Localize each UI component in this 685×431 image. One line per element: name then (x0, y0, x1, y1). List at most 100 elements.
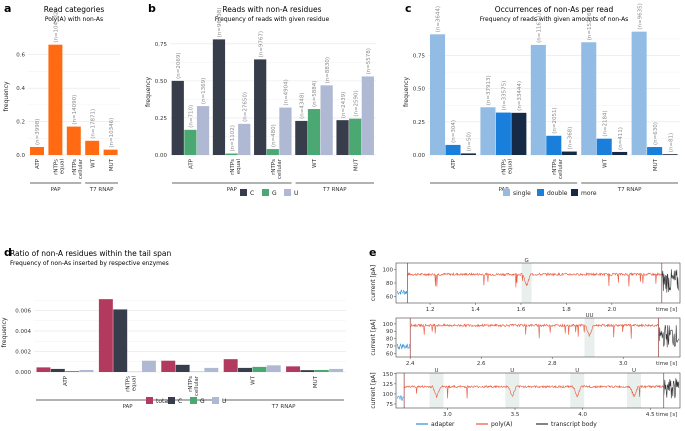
group-label: T7 RNAP (89, 187, 114, 193)
bar-U (266, 365, 281, 372)
y-tick-label: 0.006 (15, 308, 31, 314)
bar-count-label: (n=27650) (242, 92, 248, 122)
x-tick-label: rNTPscellular (552, 158, 564, 179)
bar-count-label: (n=630) (653, 122, 659, 145)
bar-count-label: (n=104932) (54, 9, 60, 42)
bar-single (530, 44, 546, 156)
y-tick-label: 0.25 (413, 120, 426, 126)
group-label: PAP (227, 187, 238, 193)
bar-single (480, 107, 496, 155)
bar-G (184, 129, 197, 155)
bar-G (252, 366, 267, 372)
legend-label: adapter (431, 421, 455, 428)
x-tick-label: 4.5 (646, 412, 655, 418)
bar-count-label: (n=50) (467, 132, 473, 151)
group-label: T7 RNAP (322, 187, 347, 193)
y-tick-label: 60 (386, 294, 393, 300)
group-label: PAP (123, 404, 134, 410)
x-tick-label: 3.5 (511, 412, 520, 418)
panel-a: a Read categories Poly(A) with non-As 0.0 0.… (3, 2, 120, 193)
x-tick-label: MUT (313, 375, 319, 388)
transcript-body-trace (661, 269, 680, 293)
y-tick-label: 0.25 (155, 116, 168, 122)
event-label: U (575, 368, 579, 374)
legend-swatch-U (212, 397, 219, 404)
y-tick-label: 0.2 (16, 120, 25, 126)
track-frame (395, 262, 681, 304)
bar-count-label: (n=33444) (517, 81, 523, 111)
event-region (505, 373, 520, 408)
event-region (584, 318, 595, 357)
group-label: PAP (51, 187, 62, 193)
legend-swatch-double (537, 189, 544, 196)
x-axis-label: time [s] (656, 361, 677, 367)
bar-U (204, 367, 219, 372)
y-tick-label: 0.0 (16, 153, 25, 159)
x-tick-label: MUT (653, 158, 659, 171)
bar-double (596, 138, 612, 155)
x-tick-label: WT (90, 158, 96, 167)
chart-title: Reads with non-A residues (222, 5, 321, 14)
bar-double (546, 135, 562, 155)
bar-count-label: (n=368) (567, 127, 573, 150)
x-tick-label: 1.2 (426, 307, 435, 313)
group-label: T7 RNAP (617, 187, 642, 193)
x-tick-label: WT (250, 375, 256, 384)
x-tick-label: 1.8 (562, 307, 571, 313)
panel-label: e (369, 246, 376, 259)
bar-U (329, 368, 344, 372)
x-tick-label: MUT (109, 158, 115, 171)
bar-G (65, 370, 80, 372)
y-tick-label: 0.50 (413, 87, 426, 93)
y-tick-label: 150 (383, 372, 394, 378)
y-axis-label: frequency (145, 77, 152, 108)
bar-value (48, 44, 63, 155)
bar-C (212, 39, 226, 156)
x-tick-label-line: rNTPs (54, 159, 60, 175)
bar-more (612, 151, 628, 155)
bar-total (36, 367, 51, 372)
x-tick-label: 4.0 (578, 412, 587, 418)
chart-subtitle: Poly(A) with non-As (45, 16, 103, 23)
bar-C (295, 120, 308, 155)
chart-subtitle: Frequency of reads with given residue (215, 16, 330, 23)
legend-swatch-G (190, 397, 197, 404)
bar-U (79, 369, 94, 372)
y-tick-label: 0.75 (413, 54, 426, 60)
bar-double (495, 112, 511, 155)
bar-C (254, 59, 267, 155)
y-axis-label: current [pA] (370, 265, 377, 301)
x-tick-label-line: cellular (558, 158, 564, 179)
y-axis-label: frequency (403, 77, 410, 108)
chart-title: Ratio of non-A residues within the tail … (10, 249, 172, 258)
y-axis-label: frequency (3, 81, 10, 112)
bar-C (300, 370, 315, 372)
transcript-body-trace (658, 324, 679, 348)
legend-label: G (272, 190, 277, 197)
legend-label: single (513, 190, 531, 197)
bar-C (238, 367, 252, 372)
legend-swatch-U (284, 189, 291, 196)
bar-count-label: (n=14090) (72, 95, 78, 125)
legend-swatch-C (240, 189, 247, 196)
bar-count-label: (n=3998) (35, 119, 41, 145)
y-tick-label: 0.4 (16, 86, 25, 92)
bar-total (286, 366, 301, 372)
bar-G (307, 109, 321, 155)
event-region (429, 373, 444, 408)
bar-count-label: (n=411) (618, 127, 624, 150)
bar-G (266, 149, 279, 155)
bar-value (66, 126, 81, 155)
bar-count-label: (n=1369) (201, 78, 207, 104)
bar-count-label: (n=17871) (90, 109, 96, 139)
bar-count-label: (n=96938) (217, 7, 223, 37)
bar-count-label: (n=33575) (502, 81, 508, 111)
legend-label: U (294, 190, 298, 197)
legend-swatch-total (146, 397, 153, 404)
panel-label: a (4, 2, 11, 15)
bar-U (361, 76, 374, 155)
x-tick-label: 2.0 (607, 307, 616, 313)
y-tick-label: 75 (386, 402, 393, 408)
y-tick-label: 0.50 (155, 79, 168, 85)
y-tick-label: 100 (383, 392, 394, 398)
